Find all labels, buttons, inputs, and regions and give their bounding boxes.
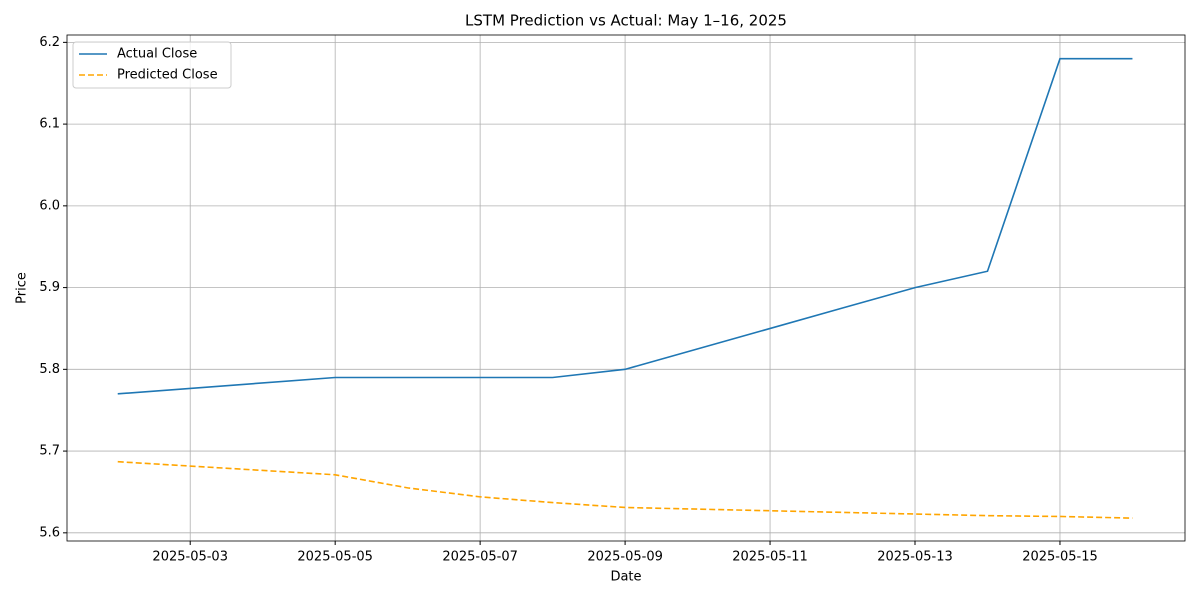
legend-label: Predicted Close <box>117 68 218 83</box>
y-axis-label: Price <box>15 272 30 304</box>
legend-label: Actual Close <box>117 47 197 62</box>
y-tick-label: 6.1 <box>39 117 60 132</box>
x-tick-label: 2025-05-09 <box>587 550 663 565</box>
y-tick-label: 5.6 <box>39 525 60 540</box>
x-tick-label: 2025-05-05 <box>297 550 373 565</box>
x-tick-label: 2025-05-13 <box>877 550 953 565</box>
y-tick-label: 6.0 <box>39 198 60 213</box>
series-line <box>117 57 1133 395</box>
legend-box <box>72 41 232 89</box>
plot-frame <box>66 34 1186 542</box>
series-line <box>117 460 1133 519</box>
y-tick-label: 5.7 <box>39 444 60 459</box>
chart-title: LSTM Prediction vs Actual: May 1–16, 202… <box>465 12 787 30</box>
y-tick-label: 6.2 <box>39 35 60 50</box>
x-tick-label: 2025-05-15 <box>1022 550 1098 565</box>
x-tick-label: 2025-05-11 <box>732 550 808 565</box>
y-tick-label: 5.8 <box>39 362 60 377</box>
x-tick-label: 2025-05-03 <box>152 550 228 565</box>
x-axis-label: Date <box>610 570 641 585</box>
x-tick-label: 2025-05-07 <box>442 550 518 565</box>
y-tick-label: 5.9 <box>39 280 60 295</box>
